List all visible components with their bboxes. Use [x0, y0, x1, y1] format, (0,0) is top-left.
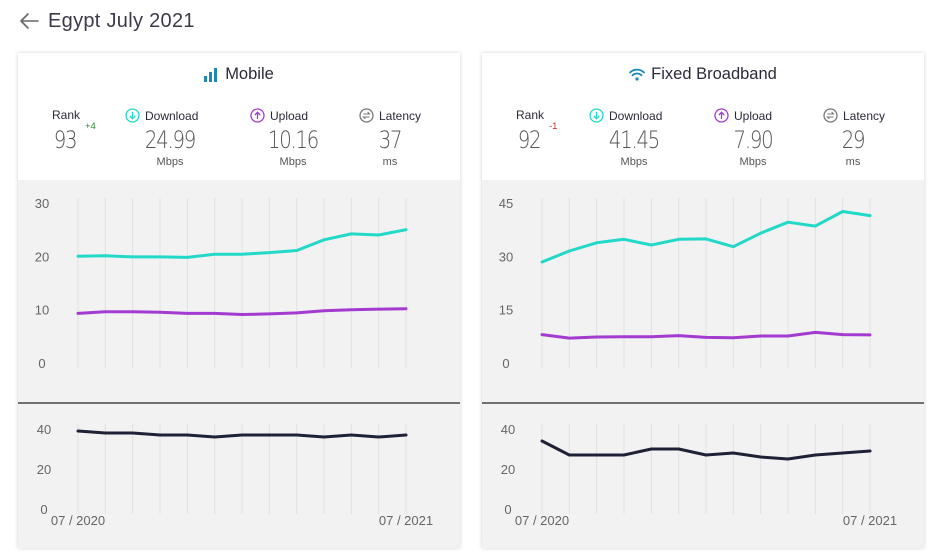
mobile-rank-change: +4 [85, 121, 96, 132]
x-tick-label: 07 / 2020 [51, 513, 105, 528]
y-tick-label: 40 [501, 422, 515, 437]
mobile-chart: 30 20 10 0 40 20 0 07 / 2020 07 / 2021 [18, 196, 460, 528]
x-tick-label: 07 / 2020 [515, 513, 569, 528]
upload-series-line [76, 307, 408, 316]
download-series-line [540, 210, 872, 264]
download-label-text: Download [145, 108, 199, 123]
fixed-title-text: Fixed Broadband [651, 65, 777, 83]
fixed-upload-label: Upload [714, 108, 772, 123]
mobile-latency-label: Latency [359, 108, 421, 123]
fixed-download-unit: Mbps [620, 156, 648, 168]
exchange-circle-icon [359, 108, 374, 123]
mobile-card: Mobile Rank 93 +4 Download 24.99 Mbps Up… [18, 53, 460, 548]
fixed-latency-label: Latency [823, 108, 885, 123]
y-tick-label: 40 [37, 422, 51, 437]
mobile-latency-value: 37 [378, 126, 403, 154]
y-tick-label: 0 [40, 502, 47, 517]
y-tick-label: 30 [499, 249, 513, 264]
mobile-rank-label: Rank [52, 108, 80, 122]
exchange-circle-icon [823, 108, 838, 123]
mobile-download-unit: Mbps [156, 156, 184, 168]
fixed-summary: Fixed Broadband Rank 92 -1 Download 41.4… [482, 53, 924, 180]
y-tick-label: 10 [35, 303, 49, 318]
x-tick-label: 07 / 2021 [379, 513, 433, 528]
y-tick-label: 20 [37, 462, 51, 477]
fixed-latency-value: 29 [841, 126, 866, 154]
y-tick-label: 0 [38, 356, 45, 371]
wifi-icon [629, 68, 646, 81]
y-tick-label: 45 [499, 196, 513, 211]
latency-label-text: Latency [379, 108, 422, 123]
upload-label-text: Upload [734, 108, 773, 123]
rank-label-text: Rank [52, 108, 81, 122]
latency-series-line [76, 429, 408, 439]
fixed-download-value: 41.45 [608, 126, 660, 154]
signal-bars-icon [204, 67, 218, 82]
fixed-rank-change: -1 [549, 121, 558, 132]
fixed-rank-value: 92 [517, 126, 542, 154]
upload-label-text: Upload [270, 108, 309, 123]
fixed-card-title: Fixed Broadband [482, 65, 924, 84]
mobile-rank-value: 93 [53, 126, 78, 154]
mobile-latency-unit: ms [382, 156, 398, 168]
mobile-card-title: Mobile [18, 65, 460, 84]
fixed-download-label: Download [589, 108, 662, 123]
fixed-rank-label: Rank [516, 108, 544, 122]
upload-series-line [540, 330, 872, 340]
mobile-upload-unit: Mbps [279, 156, 307, 168]
rank-label-text: Rank [516, 108, 545, 122]
mobile-upload-label: Upload [250, 108, 308, 123]
fixed-chart: 45 30 15 0 40 20 0 07 / 2020 07 / 2021 [482, 196, 924, 528]
arrow-up-circle-icon [250, 108, 265, 123]
fixed-upload-unit: Mbps [739, 156, 767, 168]
x-tick-label: 07 / 2021 [843, 513, 897, 528]
download-label-text: Download [609, 108, 663, 123]
fixed-upload-value: 7.90 [733, 126, 774, 154]
arrow-down-circle-icon [125, 108, 140, 123]
y-tick-label: 0 [504, 502, 511, 517]
y-tick-label: 15 [499, 303, 513, 318]
mobile-download-label: Download [125, 108, 198, 123]
download-series-line [76, 228, 408, 259]
mobile-title-text: Mobile [225, 65, 274, 83]
y-tick-label: 30 [35, 196, 49, 211]
page-title: Egypt July 2021 [48, 9, 195, 32]
mobile-summary: Mobile Rank 93 +4 Download 24.99 Mbps Up… [18, 53, 460, 180]
arrow-left-icon[interactable] [18, 10, 40, 32]
mobile-download-value: 24.99 [144, 126, 196, 154]
latency-series-line [540, 439, 872, 461]
page-header: Egypt July 2021 [18, 6, 195, 36]
latency-label-text: Latency [843, 108, 886, 123]
arrow-up-circle-icon [714, 108, 729, 123]
y-tick-label: 20 [501, 462, 515, 477]
fixed-broadband-card: Fixed Broadband Rank 92 -1 Download 41.4… [482, 53, 924, 548]
y-tick-label: 0 [502, 356, 509, 371]
y-tick-label: 20 [35, 249, 49, 264]
mobile-upload-value: 10.16 [267, 126, 319, 154]
fixed-latency-unit: ms [845, 156, 861, 168]
arrow-down-circle-icon [589, 108, 604, 123]
